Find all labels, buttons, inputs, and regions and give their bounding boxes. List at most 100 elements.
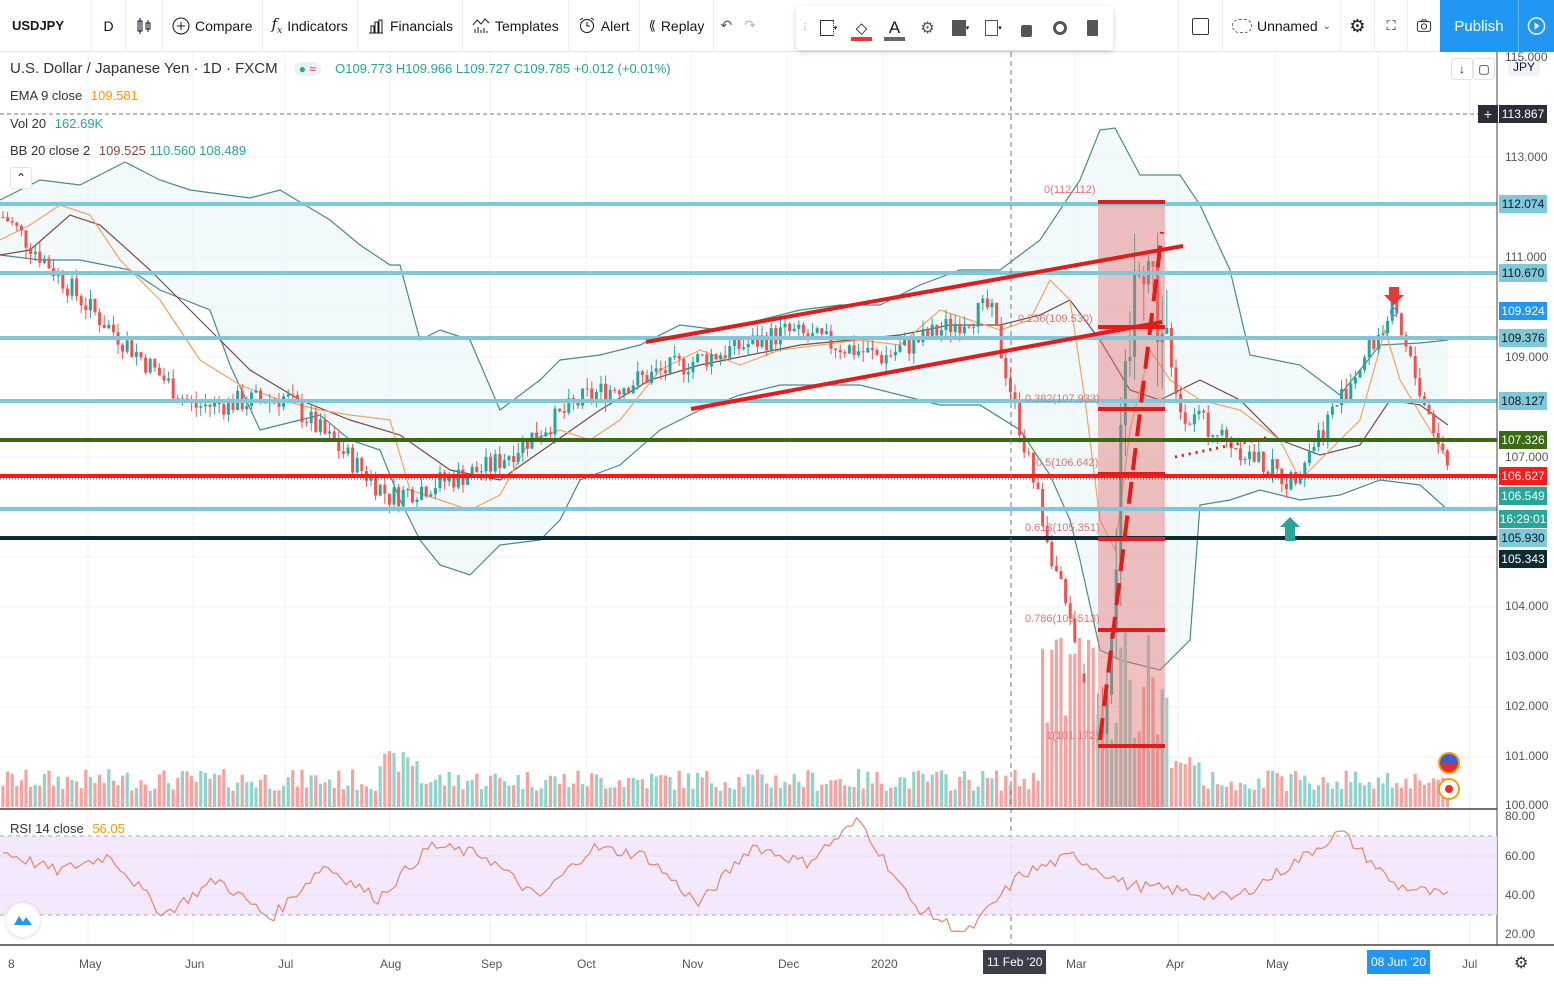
drawing-settings-button[interactable]: ⚙: [911, 8, 944, 48]
template-dropdown-button[interactable]: ▾: [812, 8, 845, 48]
ohlc-change: +0.012 (+0.01%): [573, 61, 671, 76]
price-marker-circle: [1389, 307, 1399, 317]
top-toolbar: USDJPY D Compare fx Indicators Financial…: [0, 0, 1554, 52]
chart-canvas[interactable]: [0, 52, 1554, 984]
fullscreen-button[interactable]: ⛶: [1374, 0, 1407, 52]
auto-scale-button[interactable]: ▢: [1473, 58, 1495, 80]
fib-level-label: 0.236(109.530): [1018, 313, 1093, 325]
selected-date-label: 08 Jun '20: [1367, 950, 1431, 974]
alert-button[interactable]: Alert: [569, 0, 640, 52]
templates-label: Templates: [494, 17, 559, 34]
time-tick: Jul: [1462, 957, 1478, 971]
price-axis-label: 113.867: [1499, 105, 1547, 123]
price-tick: 111.000: [1505, 250, 1547, 264]
rsi-legend[interactable]: RSI 14 close 56.05: [10, 821, 125, 836]
compare-button[interactable]: Compare: [163, 0, 263, 52]
logo-icon: [14, 916, 32, 925]
symbol-search-button[interactable]: USDJPY: [0, 0, 92, 52]
bb-legend[interactable]: BB 20 close 2 109.525 110.560 108.489: [10, 143, 246, 158]
replay-button[interactable]: ⟪ Replay: [640, 0, 715, 52]
layout-name-label: Unnamed: [1256, 18, 1318, 34]
time-tick: Oct: [577, 957, 596, 971]
text-a-icon: A: [888, 18, 901, 37]
rewind-icon: ⟪: [648, 17, 656, 33]
price-axis-label: 110.670: [1499, 264, 1547, 282]
symbol-legend: U.S. Dollar / Japanese Yen · 1D · FXCM ●…: [10, 60, 671, 77]
delete-button[interactable]: [1076, 8, 1109, 48]
publish-button[interactable]: Publish: [1440, 0, 1518, 52]
ohlc-open: O109.773: [335, 61, 393, 76]
publish-video-button[interactable]: [1518, 0, 1554, 52]
eye-icon: [1052, 21, 1067, 35]
horizontal-levels: [0, 113, 1497, 540]
price-axis-label: 106.549: [1499, 487, 1547, 505]
bb-label: BB 20 close 2: [10, 143, 91, 158]
scroll-to-latest-button[interactable]: ↓: [1451, 58, 1473, 80]
market-status-badge[interactable]: ● ≈: [293, 62, 321, 76]
grid-lines: [0, 52, 1497, 945]
fx-icon: fx: [271, 15, 283, 36]
clone-button[interactable]: ▾: [977, 8, 1010, 48]
lock-icon: [1021, 24, 1032, 37]
indicators-button[interactable]: fx Indicators: [263, 0, 358, 52]
drag-handle[interactable]: ⠇: [800, 8, 812, 48]
financials-button[interactable]: Financials: [358, 0, 463, 52]
time-tick: 8: [8, 957, 15, 971]
interval-button[interactable]: D: [92, 0, 126, 52]
grip-icon: ⠇: [802, 22, 810, 34]
rsi-tick: 20.00: [1505, 927, 1536, 941]
templates-button[interactable]: Templates: [463, 0, 569, 52]
fib-level-label: 1(101.172): [1046, 730, 1100, 742]
time-tick: 2020: [871, 957, 898, 971]
chart-type-button[interactable]: [126, 0, 163, 52]
settings-button[interactable]: ⚙: [1340, 0, 1374, 52]
snapshot-button[interactable]: [1407, 0, 1440, 52]
price-axis-label: 106.627: [1499, 467, 1547, 485]
undo-button[interactable]: ↶: [714, 0, 738, 52]
volume-legend[interactable]: Vol 20 162.69K: [10, 116, 103, 131]
symbol-title: U.S. Dollar / Japanese Yen · 1D · FXCM: [10, 60, 278, 77]
collapse-legend-button[interactable]: ⌃: [10, 167, 32, 189]
price-tick: 113.000: [1505, 150, 1548, 164]
price-tick: 109.000: [1505, 350, 1549, 364]
rsi-band-fill: [0, 836, 1497, 915]
volume-value: 162.69K: [54, 116, 104, 131]
candles-icon: [137, 17, 151, 34]
layout-name-button[interactable]: Unnamed ⌄: [1222, 0, 1340, 52]
crosshair-date-label: 11 Feb '20: [983, 950, 1047, 974]
publish-label: Publish: [1454, 17, 1504, 35]
time-tick: Aug: [380, 957, 402, 971]
price-tick: 103.000: [1505, 649, 1549, 663]
hide-button[interactable]: [1043, 8, 1076, 48]
ohlc-low: L109.727: [455, 61, 511, 76]
price-axis-label: 109.376: [1499, 329, 1547, 347]
ema-legend[interactable]: EMA 9 close 109.581: [10, 88, 138, 103]
ohlc-close: C109.785: [513, 61, 571, 76]
fill-color-button[interactable]: ◇: [845, 8, 878, 48]
text-color-button[interactable]: A: [878, 8, 911, 48]
tradingview-logo[interactable]: [6, 903, 40, 937]
event-flags[interactable]: [1438, 752, 1472, 804]
price-tick: 101.000: [1505, 749, 1549, 763]
price-tick: 107.000: [1505, 450, 1549, 464]
time-axis-settings-button[interactable]: ⚙: [1514, 953, 1528, 973]
crosshair-plus-button[interactable]: +: [1478, 105, 1498, 123]
trash-icon: [1087, 20, 1098, 36]
time-tick: Jul: [278, 957, 294, 971]
arrow-down-icon: [1384, 287, 1404, 305]
fullscreen-toggle-button[interactable]: [1178, 0, 1222, 52]
chevron-up-icon: ⌃: [15, 171, 27, 185]
bb-basis-value: 109.525: [98, 143, 146, 158]
rsi-tick: 60.00: [1505, 849, 1536, 863]
rsi-line: [2, 816, 1449, 933]
price-tick: 104.000: [1505, 599, 1549, 613]
lock-button[interactable]: [1010, 8, 1043, 48]
fib-level-label: 0.618(105.351): [1025, 522, 1100, 534]
alarm-clock-icon: [579, 17, 595, 33]
fib-trend-line: [1098, 231, 1164, 741]
redo-button[interactable]: ↷: [738, 0, 762, 52]
copy-icon: [985, 20, 999, 36]
currency-label[interactable]: JPY: [1508, 58, 1540, 76]
frame-icon: ▢: [1478, 62, 1490, 76]
visual-order-button[interactable]: ▾: [944, 8, 977, 48]
